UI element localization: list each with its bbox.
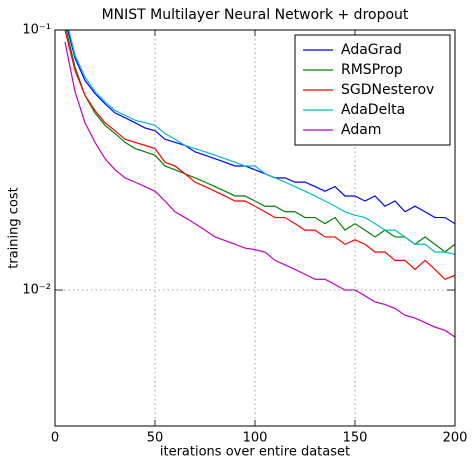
y-axis-label: training cost — [7, 187, 22, 268]
legend-label: AdaDelta — [341, 102, 405, 118]
series-line — [64, 30, 455, 280]
series-line — [68, 30, 455, 256]
x-tick-label: 150 — [343, 431, 368, 446]
series-line — [67, 30, 455, 225]
series-line — [65, 30, 455, 253]
legend-label: SGDNesterov — [341, 82, 434, 98]
plot-frame — [54, 29, 456, 427]
x-axis-label: iterations over entire dataset — [160, 445, 350, 460]
legend-label: Adam — [341, 122, 381, 138]
plot-lines — [64, 30, 455, 338]
y-tick-label: 10⁻² — [22, 283, 51, 298]
y-tick-label: 10⁻¹ — [22, 23, 51, 38]
x-tick-label: 100 — [243, 431, 268, 446]
x-tick-label: 200 — [443, 431, 468, 446]
legend-label: RMSProp — [341, 62, 403, 78]
x-tick-label: 0 — [51, 431, 59, 446]
legend-label: AdaGrad — [341, 42, 402, 58]
chart-title: MNIST Multilayer Neural Network + dropou… — [102, 7, 409, 23]
series-line — [64, 41, 455, 338]
x-tick-label: 50 — [147, 431, 164, 446]
